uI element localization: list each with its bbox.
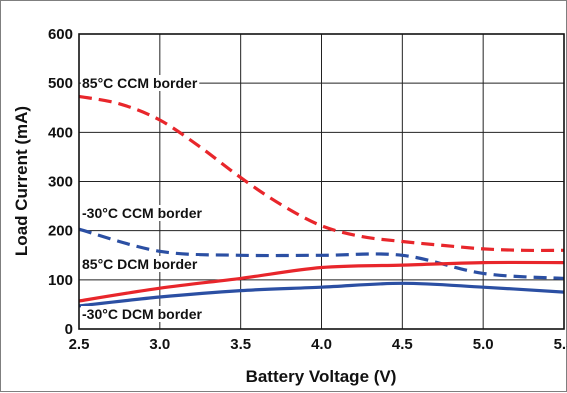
- annotation-bg-1: [81, 205, 204, 221]
- annotation-bg-0: [81, 75, 200, 91]
- series-annotation-1: -30°C CCM border: [82, 205, 202, 221]
- y-tick-label-1: 100: [48, 272, 73, 289]
- y-tick-label-2: 200: [48, 223, 73, 240]
- y-axis-label: Load Current (mA): [12, 106, 31, 256]
- x-tick-label-5: 5.0: [473, 336, 494, 353]
- y-tick-label-3: 300: [48, 174, 73, 191]
- series-minus30c-ccm-line: [78, 227, 565, 280]
- x-axis-label: Battery Voltage (V): [246, 367, 397, 386]
- series-annotation-2: 85°C DCM border: [82, 256, 198, 272]
- tick-labels: 2.5 3.0 3.5 4.0 4.5 5.0 5.5 0 100 200 300 400 500 600: [48, 26, 567, 353]
- series-layer: [78, 94, 565, 308]
- x-tick-label-2: 3.5: [230, 336, 251, 353]
- y-tick-label-6: 600: [48, 26, 73, 43]
- x-tick-label-4: 4.5: [392, 336, 413, 353]
- plot-border: [78, 33, 565, 330]
- x-tick-label-6: 5.5: [554, 336, 567, 353]
- series-85c-ccm-line: [78, 94, 565, 253]
- series-annotations: 85°C CCM border -30°C CCM border 85°C DCM …: [81, 75, 204, 322]
- series-annotation-3: -30°C DCM border: [82, 306, 202, 322]
- series-annotation-0: 85°C CCM border: [82, 75, 198, 91]
- y-tick-label-0: 0: [65, 321, 73, 338]
- annotation-bg-3: [81, 306, 204, 322]
- series-85c-dcm-line: [78, 260, 565, 303]
- y-tick-label-5: 500: [48, 75, 73, 92]
- x-tick-label-3: 4.0: [311, 336, 332, 353]
- series-minus30c-dcm-line: [78, 281, 565, 308]
- x-tick-label-0: 2.5: [69, 336, 90, 353]
- annotation-bg-2: [81, 256, 200, 272]
- x-tick-label-1: 3.0: [149, 336, 170, 353]
- y-tick-label-4: 400: [48, 124, 73, 141]
